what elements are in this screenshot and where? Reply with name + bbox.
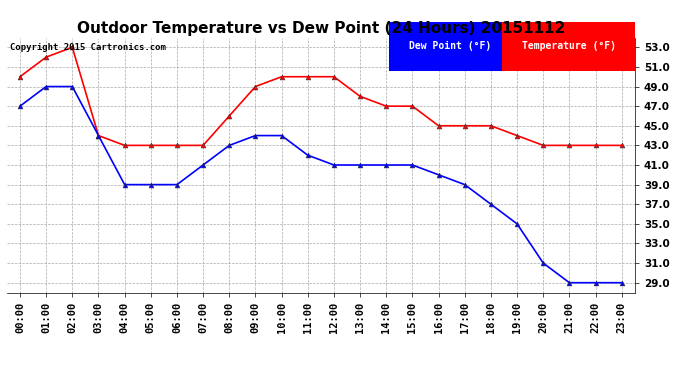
Text: Copyright 2015 Cartronics.com: Copyright 2015 Cartronics.com bbox=[10, 43, 166, 52]
Text: Dew Point (°F): Dew Point (°F) bbox=[408, 41, 491, 51]
Text: Temperature (°F): Temperature (°F) bbox=[522, 41, 615, 51]
Title: Outdoor Temperature vs Dew Point (24 Hours) 20151112: Outdoor Temperature vs Dew Point (24 Hou… bbox=[77, 21, 565, 36]
